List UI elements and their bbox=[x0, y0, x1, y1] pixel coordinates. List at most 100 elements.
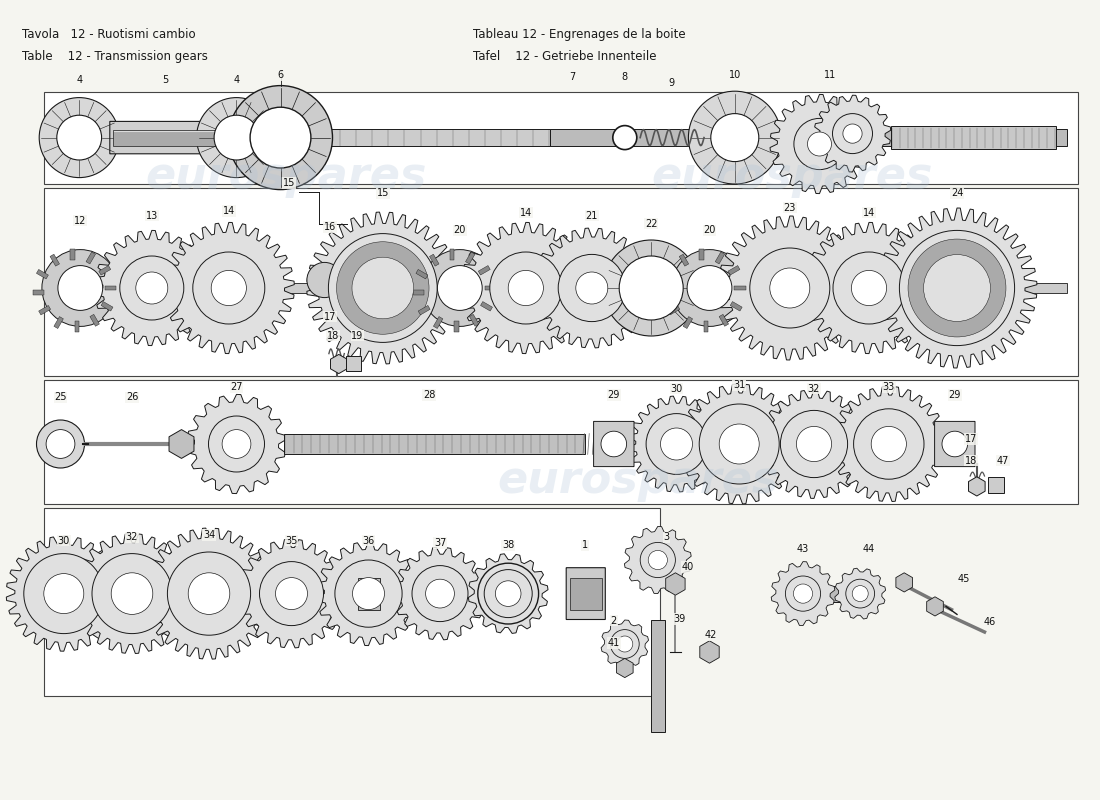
Text: 46: 46 bbox=[983, 618, 997, 627]
Bar bbox=[662, 290, 673, 294]
Bar bbox=[412, 290, 424, 294]
Polygon shape bbox=[628, 396, 725, 492]
Circle shape bbox=[412, 566, 468, 622]
Circle shape bbox=[640, 542, 675, 578]
Bar bbox=[715, 252, 725, 264]
Circle shape bbox=[926, 258, 988, 318]
FancyBboxPatch shape bbox=[550, 129, 1067, 146]
Circle shape bbox=[750, 248, 829, 328]
Polygon shape bbox=[460, 222, 592, 354]
Text: 35: 35 bbox=[285, 536, 298, 546]
Circle shape bbox=[558, 254, 626, 322]
Polygon shape bbox=[7, 536, 121, 651]
Text: 4: 4 bbox=[76, 74, 82, 85]
Circle shape bbox=[58, 266, 102, 310]
Circle shape bbox=[852, 586, 868, 602]
Polygon shape bbox=[469, 554, 548, 634]
Text: 20: 20 bbox=[453, 226, 466, 235]
Circle shape bbox=[700, 404, 779, 484]
Circle shape bbox=[770, 268, 810, 308]
Circle shape bbox=[794, 118, 845, 170]
Circle shape bbox=[222, 430, 251, 458]
FancyBboxPatch shape bbox=[44, 92, 1078, 184]
Text: 32: 32 bbox=[807, 384, 821, 394]
Text: 19: 19 bbox=[351, 331, 364, 341]
Bar bbox=[730, 302, 743, 311]
FancyBboxPatch shape bbox=[651, 620, 666, 732]
Circle shape bbox=[851, 270, 887, 306]
Bar bbox=[668, 306, 680, 315]
Bar bbox=[54, 317, 64, 329]
Text: 14: 14 bbox=[222, 206, 235, 216]
Circle shape bbox=[508, 270, 543, 306]
Text: 1: 1 bbox=[582, 541, 588, 550]
Bar bbox=[465, 252, 475, 264]
FancyBboxPatch shape bbox=[44, 188, 1078, 376]
Bar bbox=[99, 266, 111, 275]
Circle shape bbox=[438, 266, 482, 310]
Circle shape bbox=[617, 636, 632, 652]
Circle shape bbox=[307, 262, 342, 298]
Circle shape bbox=[807, 132, 832, 156]
Circle shape bbox=[229, 86, 332, 190]
Polygon shape bbox=[317, 542, 420, 646]
Circle shape bbox=[603, 240, 700, 336]
Circle shape bbox=[24, 554, 103, 634]
Bar bbox=[101, 302, 113, 311]
Circle shape bbox=[260, 562, 323, 626]
Text: 39: 39 bbox=[673, 614, 686, 624]
Polygon shape bbox=[73, 534, 191, 654]
Bar bbox=[470, 314, 478, 326]
Circle shape bbox=[796, 426, 832, 462]
Circle shape bbox=[854, 409, 924, 479]
Circle shape bbox=[337, 242, 429, 334]
FancyBboxPatch shape bbox=[44, 508, 660, 696]
Circle shape bbox=[250, 107, 311, 168]
Bar bbox=[70, 249, 75, 260]
Circle shape bbox=[135, 272, 168, 304]
Circle shape bbox=[613, 126, 637, 150]
Circle shape bbox=[660, 428, 693, 460]
Circle shape bbox=[610, 630, 639, 658]
Text: 29: 29 bbox=[607, 390, 620, 400]
Circle shape bbox=[495, 581, 521, 606]
Text: 15: 15 bbox=[376, 188, 389, 198]
Text: 5: 5 bbox=[162, 74, 168, 85]
Bar bbox=[450, 249, 454, 260]
Bar bbox=[75, 321, 79, 332]
Text: 36: 36 bbox=[362, 536, 375, 546]
Text: 11: 11 bbox=[824, 70, 837, 80]
Text: 23: 23 bbox=[783, 202, 796, 213]
Text: 30: 30 bbox=[57, 536, 70, 546]
Circle shape bbox=[120, 256, 184, 320]
Text: eurospares: eurospares bbox=[651, 154, 933, 198]
Polygon shape bbox=[680, 384, 799, 504]
Bar bbox=[86, 252, 96, 264]
Circle shape bbox=[924, 254, 990, 322]
Polygon shape bbox=[814, 95, 891, 172]
Circle shape bbox=[711, 114, 759, 162]
Polygon shape bbox=[163, 222, 295, 354]
Bar bbox=[416, 270, 428, 279]
Bar bbox=[700, 249, 704, 260]
Bar bbox=[433, 317, 443, 329]
Circle shape bbox=[352, 258, 414, 318]
Circle shape bbox=[846, 579, 874, 608]
FancyBboxPatch shape bbox=[594, 422, 634, 466]
Bar bbox=[683, 317, 693, 329]
Text: 44: 44 bbox=[862, 544, 876, 554]
Bar bbox=[39, 306, 51, 315]
Bar bbox=[478, 266, 491, 275]
Text: 34: 34 bbox=[202, 530, 216, 540]
Circle shape bbox=[192, 252, 265, 324]
Polygon shape bbox=[718, 216, 861, 360]
Text: 8: 8 bbox=[621, 72, 628, 82]
Text: 2: 2 bbox=[610, 616, 617, 626]
Text: 21: 21 bbox=[585, 211, 598, 221]
Circle shape bbox=[689, 91, 781, 184]
Circle shape bbox=[484, 570, 532, 618]
Text: 38: 38 bbox=[502, 541, 515, 550]
FancyBboxPatch shape bbox=[570, 578, 602, 610]
Text: 17: 17 bbox=[965, 434, 978, 444]
Circle shape bbox=[334, 560, 403, 627]
